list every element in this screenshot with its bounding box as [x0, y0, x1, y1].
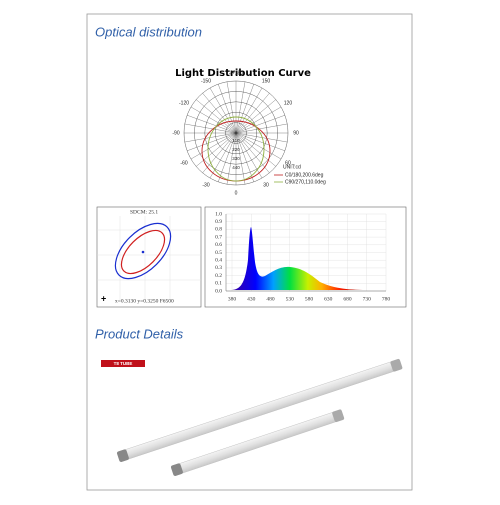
- polar-spoke: [202, 132, 237, 173]
- y-tick-label: 0.8: [215, 227, 222, 233]
- polar-spoke: [196, 132, 237, 167]
- x-tick-label: 730: [363, 296, 372, 302]
- angle-label: 60: [285, 160, 291, 166]
- long-tube: [117, 358, 403, 462]
- angle-label: 30: [263, 182, 269, 188]
- y-tick-label: 0.2: [215, 273, 222, 279]
- angle-label: -150: [201, 78, 211, 84]
- ellipse-grid: [97, 216, 201, 300]
- radial-label: 440: [232, 165, 240, 170]
- ellipse-inner: [120, 229, 166, 275]
- polar-spoke: [187, 115, 237, 134]
- ellipse-header: SDCM: 25.1: [130, 209, 158, 215]
- polar-spoke: [235, 81, 246, 134]
- spectrum-panel: [204, 206, 407, 308]
- polar-spoke: [226, 132, 237, 185]
- y-tick-label: 0.9: [215, 219, 222, 225]
- ellipse-panel: [96, 206, 202, 308]
- polar-spoke: [235, 123, 288, 134]
- angle-label: 0: [235, 190, 238, 196]
- polar-spoke: [190, 132, 237, 160]
- x-tick-label: 480: [266, 296, 275, 302]
- angle-label: 120: [284, 100, 293, 106]
- x-tick-label: 680: [343, 296, 352, 302]
- polar-spoke: [235, 84, 254, 134]
- radial-label: 110: [232, 138, 240, 143]
- y-tick-label: 0.5: [215, 250, 222, 256]
- polar-diagram: -/+180 150 120 90 60 30 0 -30 -60 -90 -120 -150 110 2…: [172, 70, 299, 196]
- polar-spoke: [218, 84, 237, 134]
- polar-title: Light Distribution Curve: [175, 68, 311, 79]
- legend-entry: C90/270,110.0deg: [285, 179, 326, 185]
- polar-spoke: [235, 115, 285, 134]
- angle-label: 150: [262, 78, 271, 84]
- polar-spoke: [184, 132, 237, 143]
- polar-spoke: [218, 132, 237, 182]
- polar-spoke: [226, 81, 237, 134]
- polar-spoke: [196, 99, 237, 134]
- ellipse-outer: [114, 222, 172, 280]
- polar-spoke: [209, 132, 237, 179]
- spectrum-curve: [232, 227, 370, 290]
- x-tick-label: 430: [247, 296, 256, 302]
- angle-label: -90: [172, 130, 179, 136]
- y-tick-label: 0.0: [215, 288, 222, 294]
- x-tick-label: 780: [382, 296, 391, 302]
- radial-label: 330: [232, 156, 240, 161]
- legend-entry: C0/180,200.6deg: [285, 172, 324, 178]
- polar-spoke: [235, 132, 282, 160]
- polar-spoke: [187, 132, 237, 151]
- x-tick-label: 530: [286, 296, 295, 302]
- angle-label: -60: [180, 160, 187, 166]
- polar-spoke: [235, 132, 270, 173]
- y-tick-label: 0.4: [215, 257, 222, 263]
- polar-spoke: [235, 87, 263, 134]
- polar-spoke: [235, 132, 246, 185]
- x-tick-label: 630: [324, 296, 333, 302]
- polar-spoke: [235, 132, 254, 182]
- x-tick-label: 580: [305, 296, 314, 302]
- y-tick-label: 0.6: [215, 242, 222, 248]
- polar-spoke: [202, 93, 237, 134]
- curve-c90: [207, 116, 265, 182]
- polar-spoke: [235, 132, 276, 167]
- angle-label: -120: [179, 100, 189, 106]
- ellipse-footer: x=0.3130 y=0.3250 F6500: [115, 298, 174, 304]
- radial-label: 220: [232, 147, 240, 152]
- y-tick-label: 0.3: [215, 265, 222, 271]
- polar-spoke: [209, 87, 237, 134]
- angle-label: -30: [202, 182, 209, 188]
- unit-label: UNIT:cd: [283, 164, 301, 170]
- polar-spoke: [235, 99, 276, 134]
- y-tick-label: 0.7: [215, 234, 222, 240]
- polar-spoke: [190, 106, 237, 134]
- polar-spoke: [235, 132, 285, 151]
- short-tube: [170, 409, 345, 476]
- tag-label: T8 TUBE: [114, 361, 133, 366]
- polar-spoke: [184, 123, 237, 134]
- y-tick-label: 1.0: [215, 211, 222, 217]
- angle-label: -/+180: [229, 70, 244, 76]
- section-heading: Product Details: [95, 326, 184, 341]
- section-heading: Optical distribution: [95, 24, 202, 39]
- tag-badge: [101, 360, 145, 367]
- angle-label: 90: [293, 130, 299, 136]
- polar-spoke: [235, 93, 270, 134]
- origin-cross: +: [101, 293, 106, 303]
- x-tick-label: 380: [228, 296, 237, 302]
- polar-spoke: [235, 106, 282, 134]
- ellipse-point: [141, 250, 145, 254]
- polar-spoke: [235, 132, 263, 179]
- polar-spoke: [235, 132, 288, 143]
- y-tick-label: 0.1: [215, 281, 222, 287]
